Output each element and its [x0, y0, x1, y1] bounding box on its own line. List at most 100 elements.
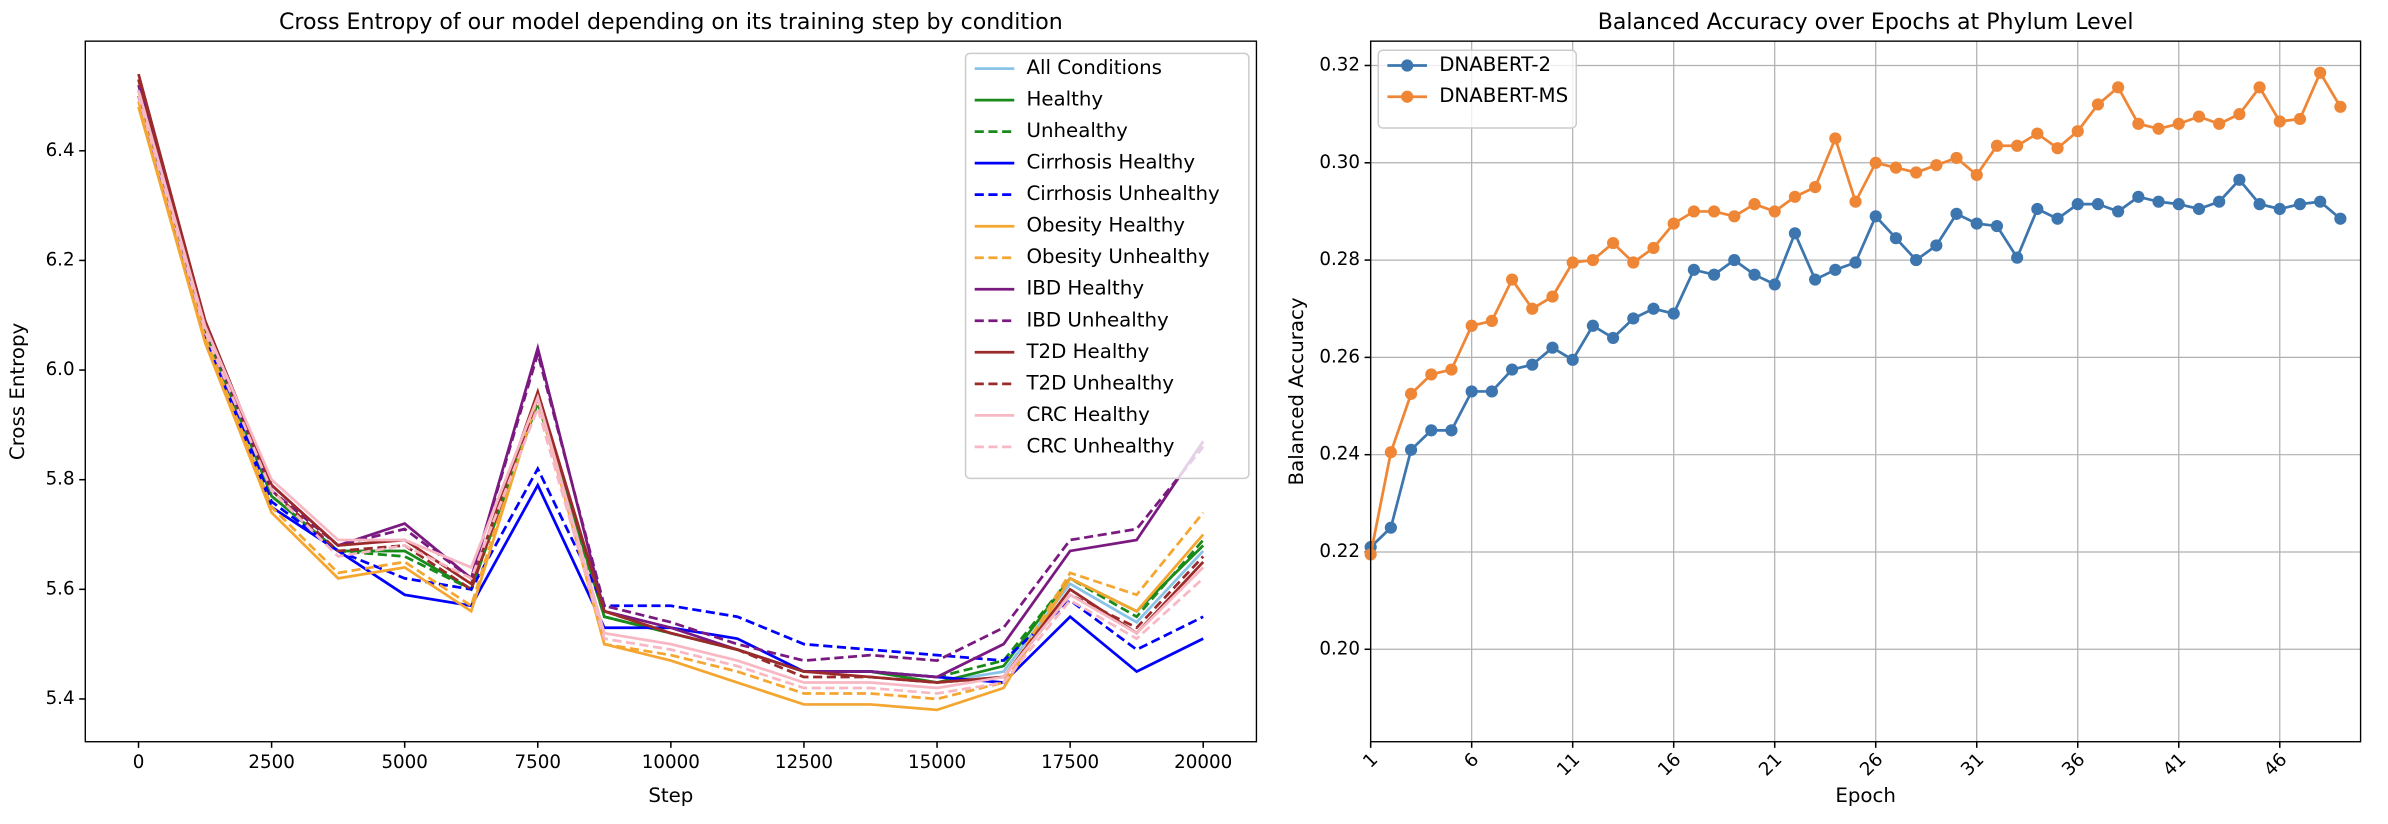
point — [2132, 117, 2145, 130]
point — [2152, 195, 2165, 208]
point — [2172, 117, 2185, 130]
x-tick-label: 12500 — [775, 752, 833, 773]
series-line — [1369, 69, 2342, 555]
chart: 5.4 5.6 5.8 6.0 6.2 6.4 0 2500 5000 7500 10000 1250… — [6, 10, 1258, 807]
point — [1768, 278, 1781, 291]
point — [1445, 363, 1458, 376]
point — [1667, 307, 1680, 320]
y-tick-label: 6.0 — [46, 359, 75, 380]
chart-title: Balanced Accuracy over Epochs at Phylum … — [1598, 10, 2134, 35]
x-tick-label: 10000 — [642, 752, 700, 773]
x-axis-label: Epoch — [1835, 784, 1896, 807]
series-line — [137, 90, 1205, 690]
legend-label: DNABERT-2 — [1439, 53, 1551, 76]
point — [2091, 198, 2105, 211]
point — [2112, 205, 2125, 218]
point — [1708, 205, 1721, 218]
point — [1829, 132, 1842, 145]
y-tick-label: 5.6 — [46, 578, 75, 599]
point — [1910, 253, 1923, 267]
series-line — [137, 95, 1204, 663]
chart-title: Cross Entropy of our model depending on … — [279, 10, 1063, 35]
x-tick-label: 15000 — [908, 752, 966, 773]
point — [1647, 302, 1660, 315]
point — [1748, 198, 1761, 211]
y-tick-label: 0.22 — [1319, 541, 1360, 562]
point — [1546, 290, 1559, 303]
point — [2011, 139, 2024, 152]
point — [1910, 166, 1923, 179]
point — [1465, 385, 1478, 398]
y-tick-label: 6.4 — [46, 140, 75, 161]
point — [1485, 314, 1498, 327]
point — [1768, 205, 1781, 218]
point — [1586, 319, 1599, 332]
point — [1607, 236, 1620, 250]
point — [1809, 181, 1822, 194]
point — [1425, 368, 1438, 381]
y-tick-label: 0.20 — [1319, 638, 1360, 659]
series-line — [137, 101, 1205, 701]
legend-label: Healthy — [1026, 88, 1103, 111]
point — [2192, 110, 2206, 123]
point — [1829, 263, 1842, 276]
point — [2031, 202, 2044, 216]
series-line — [137, 95, 1205, 695]
x-tick-label: 31 — [1957, 749, 1988, 780]
legend-label: Obesity Healthy — [1026, 214, 1185, 237]
y-tick-label: 0.28 — [1319, 249, 1360, 270]
point — [1970, 168, 1983, 182]
x-tick-label: 36 — [2058, 749, 2089, 780]
legend-label: All Conditions — [1026, 56, 1162, 79]
point — [2172, 198, 2185, 211]
legend-label: Cirrhosis Unhealthy — [1026, 182, 1220, 205]
x-tick-label: 5000 — [381, 752, 428, 773]
legend-label: Obesity Unhealthy — [1026, 245, 1209, 268]
point — [1788, 190, 1802, 203]
point — [2051, 212, 2064, 225]
point — [1930, 239, 1943, 252]
point — [2192, 202, 2206, 216]
x-tick-label: 46 — [2260, 749, 2291, 780]
point — [2071, 125, 2084, 138]
point — [2031, 127, 2044, 140]
point — [1687, 263, 1700, 276]
point — [2253, 198, 2266, 211]
point — [2213, 117, 2226, 130]
legend-box — [964, 52, 1250, 480]
point — [1889, 232, 1903, 245]
point — [2011, 251, 2024, 264]
point — [1445, 424, 1458, 437]
x-tick-label: 0 — [133, 752, 145, 773]
point — [1566, 353, 1579, 366]
point — [2091, 98, 2105, 111]
point — [1809, 273, 1822, 286]
plot-frame — [1369, 40, 2362, 743]
point — [1425, 424, 1438, 437]
point — [1708, 268, 1721, 281]
point — [2233, 108, 2246, 121]
point — [2253, 81, 2266, 94]
point — [1728, 253, 1741, 267]
x-tick-label: 17500 — [1041, 752, 1099, 773]
point — [2112, 81, 2125, 94]
point — [2051, 142, 2064, 155]
point — [1384, 521, 1397, 534]
x-tick-label: 11 — [1553, 749, 1584, 780]
point — [1869, 210, 1882, 223]
point — [1586, 253, 1599, 267]
point — [2334, 100, 2347, 113]
legend-label: IBD Unhealthy — [1026, 308, 1169, 331]
point — [2314, 195, 2327, 208]
legend-label: CRC Unhealthy — [1026, 434, 1174, 457]
point — [1990, 219, 2004, 233]
point — [1526, 358, 1539, 371]
point — [1950, 207, 1963, 220]
point — [2314, 66, 2327, 79]
point — [1607, 331, 1620, 345]
x-tick-label: 16 — [1654, 749, 1685, 780]
point — [1889, 161, 1903, 174]
point — [2273, 115, 2286, 128]
y-tick-label: 0.24 — [1319, 444, 1360, 465]
